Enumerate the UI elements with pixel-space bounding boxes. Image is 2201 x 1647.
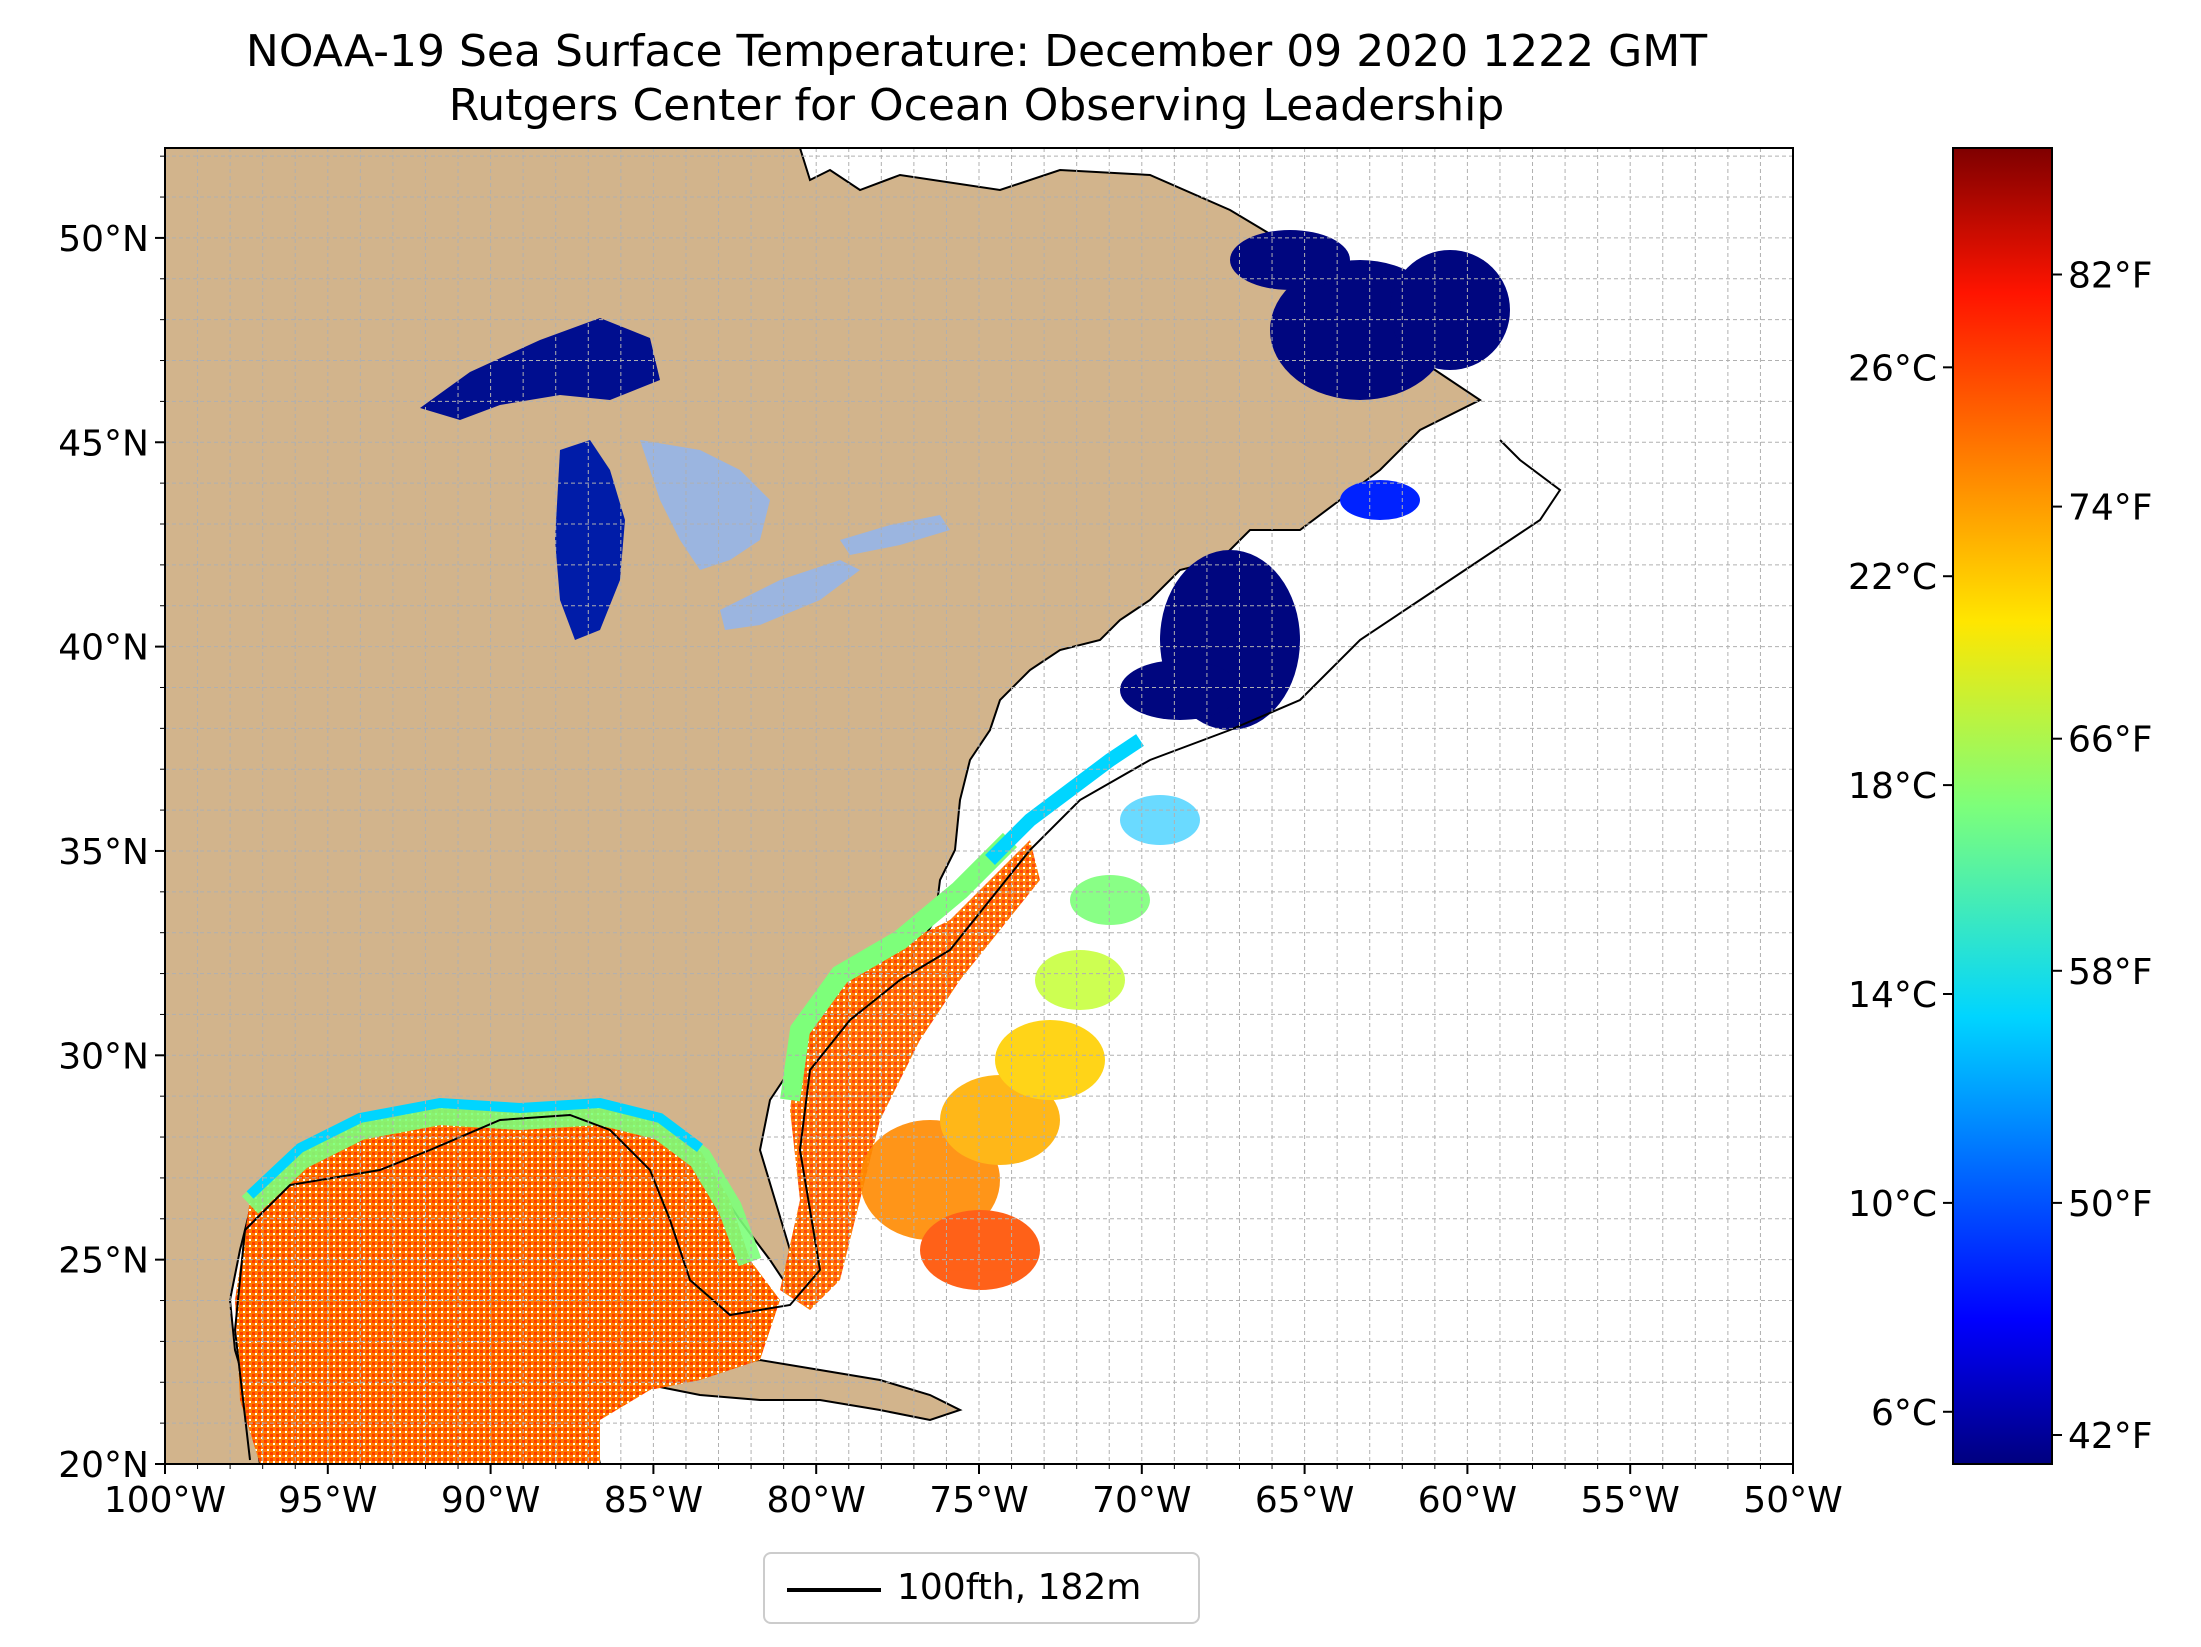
lat-tick-label: 45°N [58,423,149,464]
fahrenheit-tick-label: 74°F [2068,488,2153,529]
lon-tick-label: 90°W [441,1480,540,1521]
lon-tick-label: 75°W [929,1480,1028,1521]
gulf-sst-field [235,1105,780,1464]
northeast-cold-field [1120,230,1510,730]
lon-tick-label: 95°W [278,1480,377,1521]
lat-tick-label: 20°N [58,1445,149,1486]
lake-michigan [555,440,625,640]
lat-tick-label: 35°N [58,832,149,873]
latitude-axis: 20°N 25°N 30°N 35°N 40°N 45°N 50°N [58,155,165,1486]
lon-tick-label: 55°W [1580,1480,1679,1521]
gulf-stream-field [780,840,1040,1310]
lake-ontario [840,515,950,555]
celsius-tick-label: 14°C [1848,975,1937,1016]
fahrenheit-tick-label: 58°F [2068,952,2153,993]
celsius-tick-label: 22°C [1848,557,1937,598]
lon-tick-label: 85°W [604,1480,703,1521]
legend-isobath-label: 100fth, 182m [897,1567,1142,1608]
lat-tick-label: 25°N [58,1241,149,1282]
lake-huron [640,440,770,570]
map-gridlines [165,148,1793,1464]
lon-tick-label: 50°W [1743,1480,1842,1521]
celsius-tick-label: 10°C [1848,1184,1937,1225]
fahrenheit-tick-label: 66°F [2068,720,2153,761]
longitude-axis: 100°W 95°W 90°W 85°W 80°W 75°W 70°W 65°W 60°W 55°… [104,1464,1843,1521]
lon-tick-label: 80°W [766,1480,865,1521]
colorbar-celsius-ticks: 6°C 10°C 14°C 18°C 22°C 26°C [1848,348,1953,1434]
chart-subtitle: Rutgers Center for Ocean Observing Leade… [448,80,1505,131]
lon-tick-label: 65°W [1255,1480,1354,1521]
lake-superior [420,318,660,420]
celsius-tick-label: 6°C [1871,1393,1937,1434]
midatlantic-cold-band [985,734,1144,865]
lon-tick-label: 100°W [104,1480,226,1521]
fahrenheit-tick-label: 42°F [2068,1416,2153,1457]
lake-erie [720,560,860,630]
lat-tick-label: 40°N [58,628,149,669]
colorbar-fahrenheit-ticks: 42°F 50°F 58°F 66°F 74°F 82°F [2052,255,2153,1457]
gulf-coastal-edge [246,1097,703,1199]
lat-tick-label: 30°N [58,1036,149,1077]
isobath-100fth [233,439,1562,1461]
lon-tick-label: 70°W [1092,1480,1191,1521]
lat-tick-label: 50°N [58,219,149,260]
legend-isobath-swatch [787,1588,881,1592]
southeast-shelf-band [780,832,1018,1102]
fahrenheit-tick-label: 82°F [2068,255,2153,296]
fahrenheit-tick-label: 50°F [2068,1184,2153,1225]
legend: 100fth, 182m [763,1552,1200,1624]
celsius-tick-label: 26°C [1848,348,1937,389]
colorbar [1952,147,2053,1465]
chart-title: NOAA-19 Sea Surface Temperature: Decembe… [245,26,1708,77]
offshore-patches [860,795,1200,1290]
celsius-tick-label: 18°C [1848,766,1937,807]
lon-tick-label: 60°W [1418,1480,1517,1521]
